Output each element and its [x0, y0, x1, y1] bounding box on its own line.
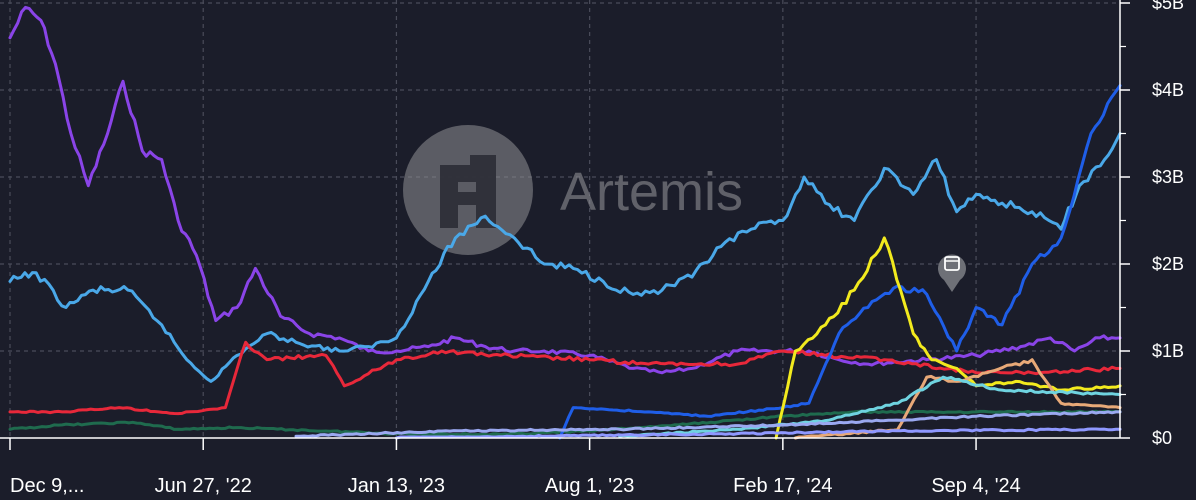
x-tick-label: Feb 17, '24 — [733, 475, 832, 497]
x-tick-label: Jun 27, '22 — [155, 475, 252, 497]
watermark: Artemis — [403, 125, 743, 255]
series-line — [558, 84, 1122, 440]
series-line — [618, 375, 1122, 438]
x-tick-label: Aug 1, '23 — [545, 475, 634, 497]
series-line — [8, 340, 1122, 416]
event-marker-pin[interactable] — [938, 254, 966, 292]
series-line — [793, 358, 1122, 440]
x-tick-label: Jan 13, '23 — [348, 475, 445, 497]
series-line — [394, 427, 1122, 440]
x-tick-label: Sep 4, '24 — [931, 475, 1020, 497]
y-tick-label: $4B — [1152, 80, 1184, 100]
watermark-logo — [403, 125, 533, 255]
calendar-icon — [944, 256, 960, 271]
watermark-text: Artemis — [560, 162, 743, 222]
series-line — [294, 410, 1122, 438]
y-tick-label: $5B — [1152, 0, 1184, 13]
series-group — [8, 5, 1122, 440]
series-line — [774, 236, 1122, 440]
y-tick-label: $3B — [1152, 167, 1184, 187]
y-tick-label: $1B — [1152, 341, 1184, 361]
y-tick-label: $0 — [1152, 428, 1172, 448]
series-line — [8, 132, 1122, 383]
y-tick-label: $2B — [1152, 254, 1184, 274]
watermark-logo-mark — [440, 155, 496, 228]
x-tick-label: Dec 9,... — [10, 475, 84, 497]
event-marker[interactable] — [938, 254, 966, 292]
